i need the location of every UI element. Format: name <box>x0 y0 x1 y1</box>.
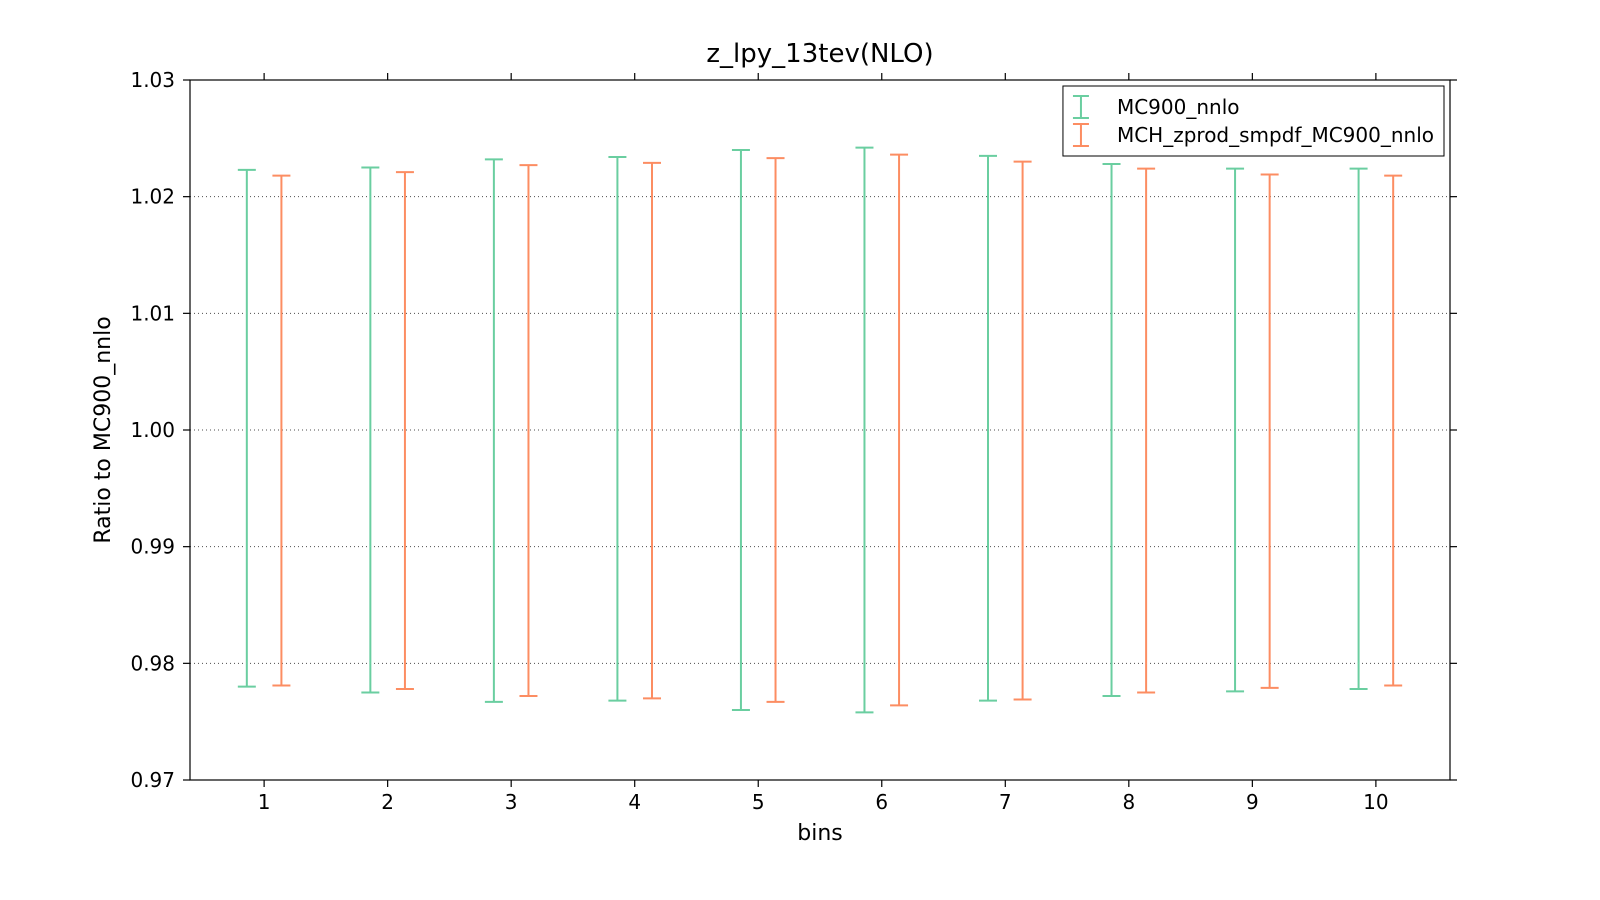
legend-label: MC900_nnlo <box>1117 95 1240 119</box>
y-tick-label: 0.99 <box>130 535 175 559</box>
legend: MC900_nnlo MCH_zprod_smpdf_MC900_nnlo <box>1063 86 1444 156</box>
x-tick-label: 9 <box>1246 790 1259 814</box>
x-tick-label: 6 <box>875 790 888 814</box>
y-tick-label: 1.01 <box>130 301 175 325</box>
y-tick-label: 1.03 <box>130 68 175 92</box>
x-tick-label: 2 <box>381 790 394 814</box>
x-axis-label: bins <box>797 821 842 846</box>
chart-svg: 1 2 3 4 5 6 7 8 9 10 0.97 0.98 0.99 1.00 1.01 1.02 1.03 b… <box>0 0 1600 900</box>
y-tick-label: 1.02 <box>130 185 175 209</box>
x-tick-label: 8 <box>1122 790 1135 814</box>
legend-label: MCH_zprod_smpdf_MC900_nnlo <box>1117 123 1434 147</box>
x-tick-label: 3 <box>505 790 518 814</box>
y-tick-label: 1.00 <box>130 418 175 442</box>
y-tick-label: 0.98 <box>130 651 175 675</box>
x-tick-label: 7 <box>999 790 1012 814</box>
figure-container: 1 2 3 4 5 6 7 8 9 10 0.97 0.98 0.99 1.00 1.01 1.02 1.03 b… <box>0 0 1600 900</box>
x-tick-label: 10 <box>1363 790 1388 814</box>
y-axis-label: Ratio to MC900_nnlo <box>91 316 116 543</box>
x-tick-label: 4 <box>628 790 641 814</box>
chart-title: z_lpy_13tev(NLO) <box>706 39 933 69</box>
x-tick-label: 1 <box>258 790 271 814</box>
y-tick-label: 0.97 <box>130 768 175 792</box>
x-tick-label: 5 <box>752 790 765 814</box>
